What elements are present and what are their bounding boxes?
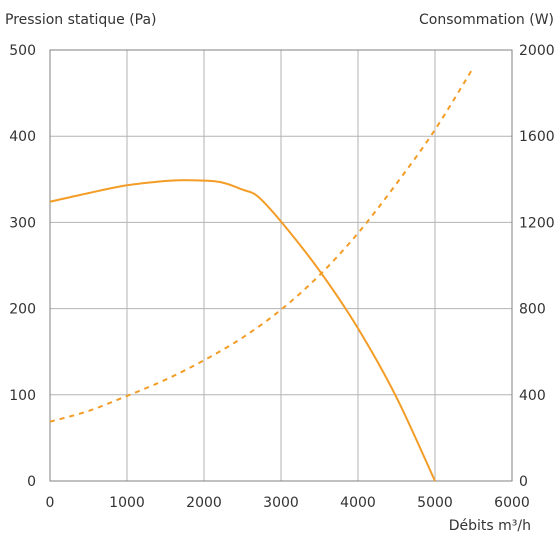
x-tick-label: 0 xyxy=(46,495,55,511)
tick-labels: 0 1000 2000 3000 4000 5000 6000010020030040050… xyxy=(9,43,554,511)
y-left-tick-label: 400 xyxy=(9,129,36,145)
y-right-tick-label: 1200 xyxy=(519,215,555,231)
y-right-axis-title: Consommation (W) xyxy=(419,12,554,28)
y-left-axis-title: Pression statique (Pa) xyxy=(5,12,157,28)
y-left-tick-label: 100 xyxy=(9,388,36,404)
x-tick-label: 3000 xyxy=(263,495,299,511)
x-tick-label: 5000 xyxy=(417,495,453,511)
x-tick-label: 4000 xyxy=(340,495,376,511)
y-left-tick-label: 300 xyxy=(9,215,36,231)
y-left-tick-label: 500 xyxy=(9,43,36,59)
pressure-line xyxy=(49,179,436,482)
y-right-tick-label: 800 xyxy=(519,302,546,318)
series-group xyxy=(49,66,475,482)
x-tick-label: 2000 xyxy=(186,495,222,511)
y-right-tick-label: 400 xyxy=(519,388,546,404)
x-axis-title: Débits m³/h xyxy=(449,518,531,534)
consumption-line xyxy=(49,66,475,423)
y-right-tick-label: 0 xyxy=(519,474,528,490)
y-left-tick-label: 200 xyxy=(9,302,36,318)
y-right-tick-label: 2000 xyxy=(519,43,555,59)
x-tick-label: 6000 xyxy=(494,495,530,511)
plot-frame xyxy=(49,49,513,482)
y-left-tick-label: 0 xyxy=(27,474,36,490)
grid-lines xyxy=(50,50,512,481)
x-tick-label: 1000 xyxy=(109,495,145,511)
y-right-tick-label: 1600 xyxy=(519,129,555,145)
